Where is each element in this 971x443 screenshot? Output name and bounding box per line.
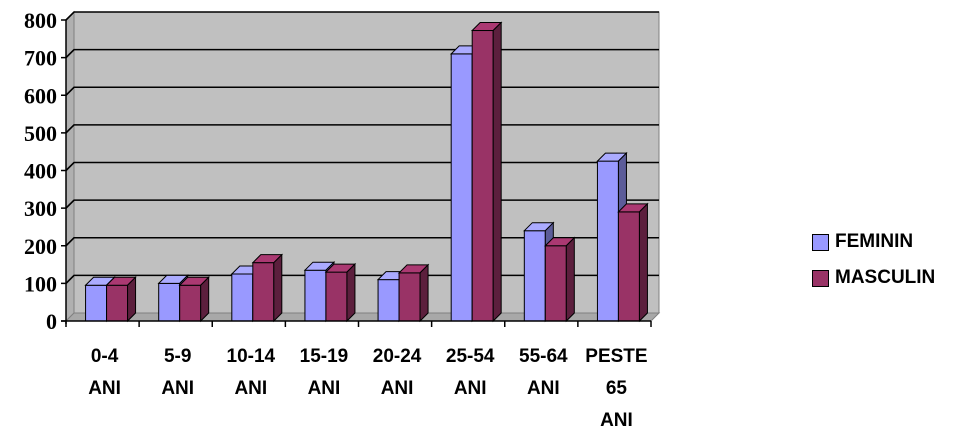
bar — [470, 21, 503, 323]
legend-label-feminin: FEMININ — [835, 231, 914, 252]
bar — [617, 202, 649, 323]
bar-side — [565, 236, 575, 323]
y-tick-label: 300 — [24, 196, 57, 221]
bar-front — [544, 245, 567, 322]
bar-side — [419, 263, 429, 323]
gridline — [65, 11, 659, 21]
legend: FEMININ MASCULIN — [812, 224, 935, 296]
bar-front — [617, 211, 640, 322]
bar-side — [638, 202, 648, 323]
bar-front — [523, 230, 546, 322]
y-tick-label: 200 — [24, 234, 57, 259]
y-tick-label: 800 — [24, 8, 57, 33]
bar-front — [231, 273, 254, 322]
bar-front — [158, 282, 181, 322]
bar-front — [179, 284, 202, 322]
axes: 0 100 200 300 400 500 600 700 800 0-4 ANI 5-9 ANI 10-… — [24, 8, 652, 431]
x-tick-label: PESTE 65 ANI — [585, 346, 647, 431]
bar-side — [273, 253, 283, 323]
bar-side — [346, 262, 356, 323]
bar — [397, 263, 430, 323]
x-tick-label: 10-14 ANI — [227, 346, 276, 399]
bar-front — [471, 30, 494, 322]
bar — [251, 253, 284, 323]
bars — [84, 21, 649, 323]
legend-label-masculin: MASCULIN — [835, 267, 936, 288]
bar — [324, 262, 357, 323]
bar-side — [492, 21, 502, 323]
bar-front — [398, 272, 421, 322]
legend-item-masculin: MASCULIN — [812, 260, 935, 296]
legend-swatch-masculin — [812, 269, 829, 287]
x-tick-label: 20-24 ANI — [373, 346, 422, 399]
bar-side — [127, 276, 137, 323]
bar-front — [304, 269, 327, 322]
bar — [178, 276, 210, 323]
legend-item-feminin: FEMININ — [812, 224, 935, 260]
y-tick-label: 0 — [46, 309, 57, 334]
x-tick-label: 15-19 ANI — [300, 346, 349, 399]
bar-front — [377, 279, 400, 322]
bar-front — [450, 53, 473, 322]
bar-front — [596, 160, 619, 322]
bar — [544, 236, 576, 323]
bar-front — [106, 284, 129, 322]
x-tick-label: 0-4 ANI — [88, 346, 121, 399]
x-tick-label: 25-54 ANI — [446, 346, 495, 399]
legend-swatch-feminin — [812, 233, 829, 251]
bar-front — [325, 271, 348, 322]
y-tick-label: 700 — [24, 46, 57, 71]
bar-front — [252, 262, 275, 322]
bar-side — [200, 276, 210, 323]
y-tick-label: 500 — [24, 121, 57, 146]
x-tick-label: 5-9 ANI — [161, 346, 194, 399]
y-tick-label: 600 — [24, 83, 57, 108]
x-tick-label: 55-64 ANI — [519, 346, 568, 399]
bar-front — [85, 284, 108, 322]
bar — [105, 276, 137, 323]
y-tick-label: 400 — [24, 159, 57, 184]
y-tick-label: 100 — [24, 271, 57, 296]
